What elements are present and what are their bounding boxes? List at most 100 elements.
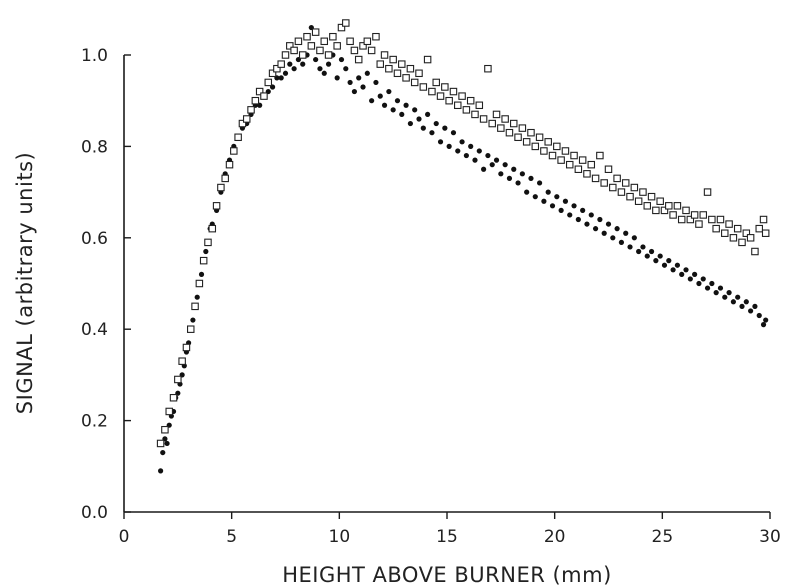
filled-circle-point xyxy=(481,166,487,172)
filled-circle-point xyxy=(158,468,164,474)
open-square-point xyxy=(187,325,195,333)
open-square-point xyxy=(647,192,656,201)
filled-circle-point xyxy=(291,66,297,72)
open-square-point xyxy=(221,174,229,183)
x-tick-label: 20 xyxy=(544,527,566,547)
filled-circle-point xyxy=(472,157,478,163)
open-square-point xyxy=(553,142,561,151)
filled-circle-point xyxy=(730,299,736,305)
open-square-point xyxy=(574,165,583,174)
filled-circle-point xyxy=(377,93,383,99)
filled-circle-point xyxy=(735,294,741,300)
filled-circle-point xyxy=(657,253,663,259)
filled-circle-point xyxy=(364,70,370,76)
filled-circle-point xyxy=(614,226,620,232)
open-square-point xyxy=(531,142,540,151)
filled-circle-point xyxy=(455,148,461,154)
filled-circle-point xyxy=(644,253,650,259)
open-square-point xyxy=(441,83,449,91)
filled-circle-point xyxy=(403,102,409,108)
filled-circle-point xyxy=(459,139,465,145)
open-square-point xyxy=(527,128,535,137)
filled-circle-point xyxy=(343,66,349,72)
filled-circle-point xyxy=(726,290,732,296)
filled-circle-point xyxy=(549,203,556,209)
filled-circle-point xyxy=(369,98,375,104)
open-square-point xyxy=(583,170,591,178)
x-tick-label: 15 xyxy=(436,527,458,547)
filled-circle-point xyxy=(717,285,724,291)
filled-circle-point xyxy=(601,230,607,236)
open-square-point xyxy=(565,160,574,169)
filled-circle-point xyxy=(407,120,413,127)
open-square-point xyxy=(298,51,307,59)
filled-circle-point xyxy=(679,271,685,277)
filled-circle-point xyxy=(541,198,547,204)
x-tick-label: 10 xyxy=(329,527,351,547)
open-square-point xyxy=(561,147,570,155)
open-square-point xyxy=(273,64,281,73)
filled-circle-point xyxy=(631,235,637,241)
open-square-point xyxy=(703,188,712,196)
filled-circle-point xyxy=(313,56,319,63)
filled-circle-point xyxy=(627,244,633,250)
y-tick-label: 0.6 xyxy=(81,229,108,249)
open-square-point xyxy=(350,46,359,55)
open-square-point xyxy=(755,224,763,233)
open-square-point xyxy=(462,106,471,114)
open-square-point xyxy=(729,234,738,242)
filled-circle-point xyxy=(194,294,200,300)
filled-circle-point xyxy=(502,162,508,168)
open-square-point xyxy=(242,115,251,123)
open-square-point xyxy=(264,78,273,87)
open-square-point xyxy=(738,238,746,247)
open-square-point xyxy=(484,64,492,73)
open-square-point xyxy=(617,188,626,196)
open-square-point xyxy=(751,247,759,256)
open-square-point xyxy=(178,357,186,365)
open-square-point xyxy=(359,42,367,50)
axes xyxy=(123,55,770,513)
open-square-point xyxy=(281,51,290,59)
filled-circle-point xyxy=(528,175,534,181)
open-square-point xyxy=(492,110,501,119)
open-square-point xyxy=(436,92,445,100)
filled-circle-point xyxy=(160,449,166,456)
open-square-point xyxy=(591,174,600,183)
filled-circle-point xyxy=(700,276,706,282)
open-square-point xyxy=(725,220,733,228)
open-square-point xyxy=(630,183,639,192)
filled-circle-point xyxy=(580,207,586,213)
open-square-point xyxy=(686,215,695,224)
open-square-point xyxy=(600,179,608,187)
open-square-point xyxy=(230,147,238,155)
open-square-point xyxy=(428,87,436,96)
y-tick-label: 0.0 xyxy=(81,503,108,523)
filled-circle-point xyxy=(498,171,504,177)
filled-circle-point xyxy=(360,84,366,90)
open-square-point xyxy=(621,179,630,187)
filled-circle-point xyxy=(287,61,293,67)
filled-circle-point xyxy=(515,180,521,186)
filled-circle-point xyxy=(683,267,689,273)
open-square-point xyxy=(522,138,531,146)
open-square-point xyxy=(682,206,690,215)
y-tick-label: 0.4 xyxy=(81,320,108,340)
filled-circle-point xyxy=(696,280,702,287)
open-square-point xyxy=(156,439,165,448)
open-square-point xyxy=(324,51,333,59)
y-tick-label: 0.8 xyxy=(81,137,108,157)
y-tick-label: 0.2 xyxy=(81,412,108,432)
filled-circle-point xyxy=(674,262,681,268)
data-points xyxy=(156,19,770,474)
filled-circle-point xyxy=(442,125,448,131)
filled-circle-point xyxy=(623,230,629,236)
open-square-point xyxy=(656,197,664,205)
open-square-point xyxy=(708,215,716,224)
filled-circle-point xyxy=(554,194,560,200)
filled-circle-point xyxy=(351,88,358,95)
filled-circle-point xyxy=(203,248,209,255)
open-square-point xyxy=(169,393,178,402)
open-square-point xyxy=(548,151,557,160)
open-square-point xyxy=(191,302,199,311)
